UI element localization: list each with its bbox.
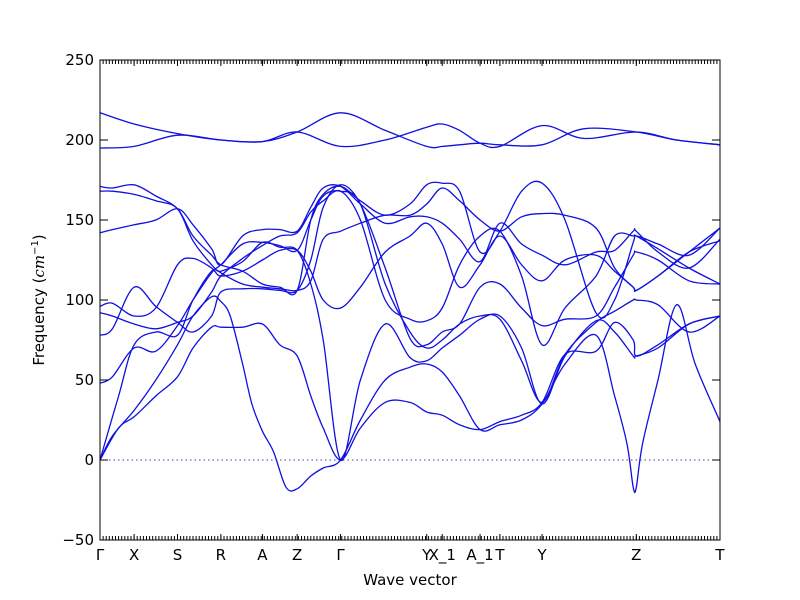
y-tick-label: 0 [84, 451, 94, 469]
high-symmetry-lines [133, 60, 637, 540]
kpoint-label: Y [421, 546, 432, 564]
y-axis-label: Frequency (cm−1) [30, 234, 48, 365]
kpoint-label: A_1 [466, 546, 493, 565]
kpoint-label: X_1 [429, 546, 456, 565]
band-line-8 [99, 184, 721, 269]
band-line-12 [99, 112, 721, 149]
kpoint-label: R [216, 546, 226, 564]
band-line-3 [99, 241, 721, 461]
kpoint-label: T [714, 546, 725, 564]
y-tick-label: 100 [65, 291, 94, 309]
band-line-4 [99, 190, 721, 404]
band-line-6 [99, 189, 721, 346]
kpoint-label: Γ [336, 546, 345, 564]
band-line-5 [99, 184, 721, 348]
band-line-2 [99, 315, 721, 461]
x-axis-ticks: Γ X S R A Z Γ YX_1 A_1 T Y Z T [96, 546, 726, 565]
y-tick-label: 50 [75, 371, 94, 389]
minor-ticks [99, 60, 721, 540]
y-tick-label: 200 [65, 131, 94, 149]
phonon-bands [99, 112, 721, 494]
kpoint-label: Γ [96, 546, 105, 564]
kpoint-label: S [173, 546, 183, 564]
band-line-7 [99, 222, 721, 317]
y-tick-label: −50 [62, 531, 94, 549]
band-line-1 [99, 295, 721, 494]
kpoint-label: X [129, 546, 139, 564]
y-tick-label: 250 [65, 51, 94, 69]
kpoint-label: Z [292, 546, 302, 564]
kpoint-label: T [494, 546, 505, 564]
kpoint-label: Y [536, 546, 547, 564]
y-axis-ticks: −50 0 50 100 150 200 250 [62, 51, 720, 549]
kpoint-label: Z [631, 546, 641, 564]
kpoint-label: A [257, 546, 268, 564]
x-axis-label: Wave vector [363, 571, 457, 589]
y-tick-label: 150 [65, 211, 94, 229]
band-line-10 [99, 180, 721, 319]
